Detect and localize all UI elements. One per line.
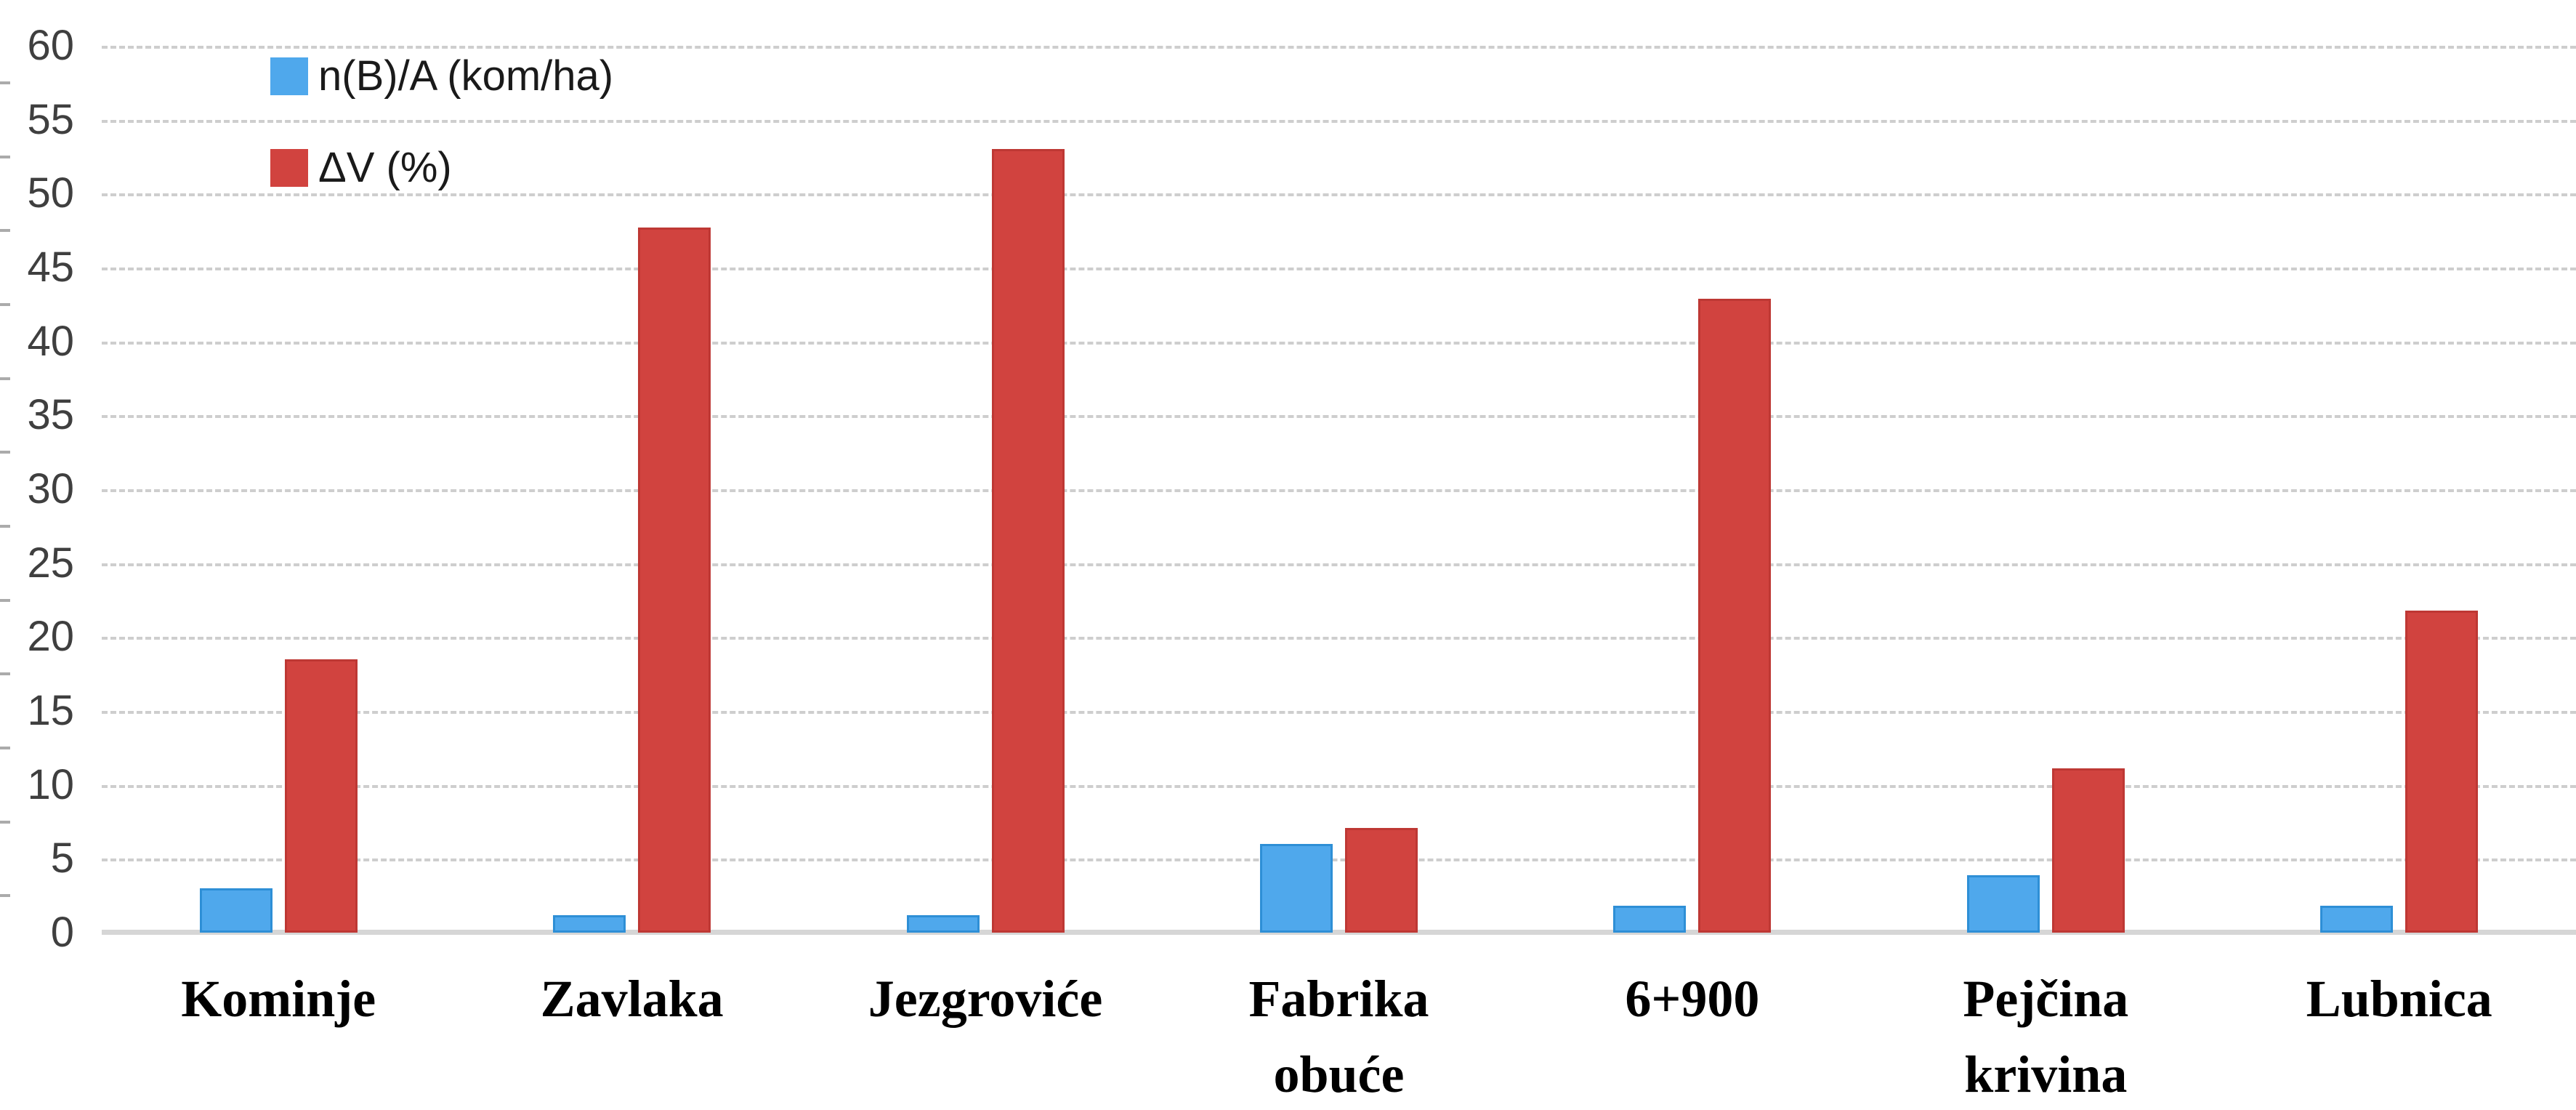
bar-group-kominje [102, 46, 455, 933]
bar-n-b-a-kom-ha-jezgrovi-e [906, 914, 980, 933]
y-axis-label-55: 55 [27, 95, 74, 143]
y-axis-label-5: 5 [50, 834, 74, 882]
legend-item-v: ΔV (%) [270, 147, 613, 189]
y-axis-minor-tick [0, 377, 10, 380]
y-axis-label-35: 35 [27, 391, 74, 439]
y-axis-minor-tick [0, 598, 10, 602]
gridline-35 [102, 415, 2576, 419]
y-axis-minor-tick [0, 894, 10, 898]
bar-n-b-a-kom-ha-pej-ina-krivina [1966, 874, 2040, 933]
y-axis-minor-tick [0, 451, 10, 454]
y-axis-label-60: 60 [27, 22, 74, 69]
x-axis-label-lubnica: Lubnica [2306, 970, 2492, 1028]
gridline-60 [102, 46, 2576, 49]
x-axis-line [102, 930, 2576, 935]
bar-n-b-a-kom-ha-kominje [199, 888, 272, 933]
legend-label: n(B)/A (kom/ha) [318, 52, 614, 100]
bar-v-lubnica [2405, 610, 2479, 933]
y-axis-label-0: 0 [50, 909, 74, 956]
plot-area: n(B)/A (kom/ha) ΔV (%) [102, 46, 2576, 935]
gridline-5 [102, 858, 2576, 862]
bar-group-jezgrovi-e [809, 46, 1162, 933]
x-axis-label-kominje: Kominje [181, 970, 376, 1028]
bar-v-jezgrovi-e [991, 149, 1065, 933]
x-axis-label-fabrika-obu-e: Fabrika obuće [1248, 970, 1429, 1104]
x-axis-label-6-900: 6+900 [1625, 970, 1760, 1028]
gridline-50 [102, 193, 2576, 197]
y-axis-minor-tick [0, 672, 10, 676]
y-axis-label-40: 40 [27, 317, 74, 365]
bar-v-6-900 [1698, 298, 1772, 933]
legend-swatch-icon [270, 57, 308, 95]
bar-v-fabrika-obu-e [1344, 827, 1418, 933]
y-axis-label-20: 20 [27, 613, 74, 661]
bar-group-pej-ina-krivina [1869, 46, 2222, 933]
legend-label: ΔV (%) [318, 144, 452, 191]
y-axis-minor-tick [0, 155, 10, 158]
y-axis-label-30: 30 [27, 465, 74, 512]
x-axis-label-pej-ina-krivina: Pejčina krivina [1963, 970, 2129, 1104]
y-axis-minor-tick [0, 524, 10, 528]
bar-group-6-900 [1516, 46, 1869, 933]
legend-item-n-b-a-kom-ha: n(B)/A (kom/ha) [270, 55, 613, 97]
gridline-30 [102, 489, 2576, 492]
x-axis-labels: Kominje Zavlaka Jezgroviće Fabrika obuće 6+9… [102, 961, 2576, 1110]
y-axis-minor-tick [0, 746, 10, 749]
y-axis-minor-tick [0, 302, 10, 306]
bar-n-b-a-kom-ha-zavlaka [553, 914, 626, 933]
y-axis-label-45: 45 [27, 244, 74, 291]
bar-n-b-a-kom-ha-lubnica [2320, 906, 2394, 933]
y-axis-label-50: 50 [27, 169, 74, 217]
bar-group-lubnica [2223, 46, 2576, 933]
gridline-40 [102, 341, 2576, 345]
gridline-20 [102, 637, 2576, 640]
bar-v-zavlaka [638, 228, 711, 933]
y-axis-minor-tick [0, 229, 10, 233]
gridline-45 [102, 268, 2576, 270]
gridline-25 [102, 563, 2576, 566]
gridline-55 [102, 119, 2576, 123]
bar-v-pej-ina-krivina [2051, 768, 2125, 933]
bar-v-kominje [284, 659, 358, 933]
gridline-10 [102, 784, 2576, 788]
y-axis-label-10: 10 [27, 760, 74, 808]
legend: n(B)/A (kom/ha) ΔV (%) [270, 55, 613, 189]
bar-group-fabrika-obu-e [1162, 46, 1515, 933]
bar-group-zavlaka [455, 46, 808, 933]
y-axis-label-15: 15 [27, 687, 74, 734]
y-axis-minor-tick [0, 820, 10, 824]
y-axis-minor-tick [0, 81, 10, 84]
gridline-15 [102, 711, 2576, 714]
x-axis-label-zavlaka: Zavlaka [540, 970, 724, 1028]
bar-n-b-a-kom-ha-6-900 [1613, 906, 1687, 933]
legend-swatch-icon [270, 149, 308, 187]
bar-n-b-a-kom-ha-fabrika-obu-e [1259, 844, 1333, 933]
bar-groups [102, 46, 2576, 933]
y-axis-label-25: 25 [27, 539, 74, 587]
x-axis-label-jezgrovi-e: Jezgroviće [868, 970, 1103, 1028]
